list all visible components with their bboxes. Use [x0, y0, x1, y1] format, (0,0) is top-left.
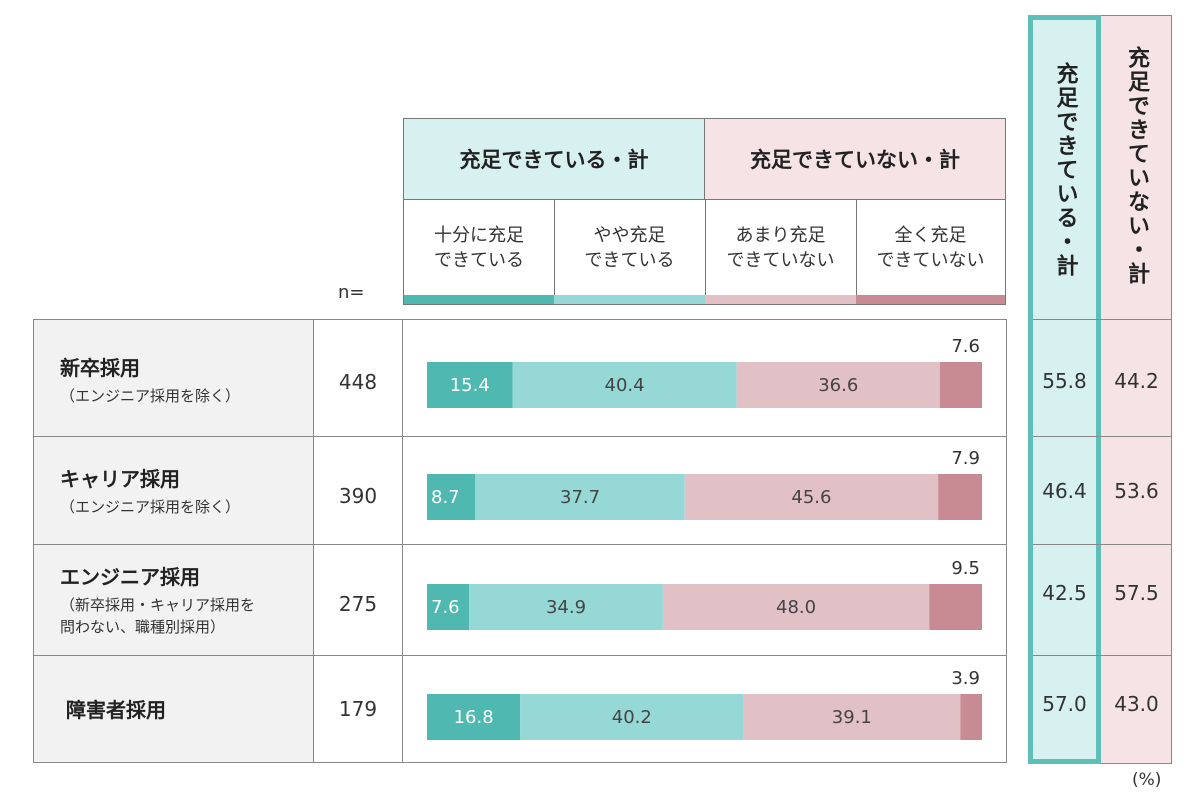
legend-swatch — [554, 295, 705, 304]
summary-satisfied-header: 充足できている・計 — [1033, 20, 1096, 320]
row-label-1: キャリア採用 （エンジニア採用を除く） — [60, 463, 310, 518]
row-label-3: 障害者採用 — [66, 694, 316, 723]
legend-label: 十分に充足 できている — [434, 224, 524, 271]
bar-segment-not-much — [743, 694, 961, 740]
category-name: 新卒採用 — [60, 356, 140, 380]
legend-fully-satisfied: 十分に充足 できている — [403, 199, 555, 305]
legend-label: やや充足 できている — [584, 224, 675, 271]
row-label-2: エンジニア採用 （新卒採用・キャリア採用を 問わない、職種別採用） — [60, 561, 310, 638]
bar-value-label: 40.4 — [605, 375, 645, 396]
header-unsatisfied-total-label: 充足できていない・計 — [750, 148, 960, 172]
summary-divider — [1033, 544, 1172, 545]
unit-label: (%) — [1132, 770, 1162, 790]
legend-not-at-all-satisfied: 全く充足 できていない — [856, 199, 1006, 305]
bar-segment-not-much — [662, 584, 930, 630]
category-column — [33, 319, 314, 763]
category-name: エンジニア採用 — [60, 565, 200, 589]
header-unsatisfied-total: 充足できていない・計 — [705, 118, 1006, 200]
row-divider — [33, 544, 1007, 545]
category-subtitle: （エンジニア採用を除く） — [60, 387, 241, 405]
bar-value-label: 48.0 — [776, 597, 816, 618]
summary-satisfied-value: 46.4 — [1042, 479, 1087, 503]
summary-divider — [1033, 655, 1172, 656]
bar-segment-fully — [427, 584, 470, 630]
bar-segment-somewhat — [469, 584, 663, 630]
bar-value-label: 34.9 — [546, 597, 586, 618]
bar-value-label: 3.9 — [951, 668, 980, 689]
bar-value-label: 7.9 — [951, 448, 980, 469]
legend-not-much-satisfied: あまり充足 できていない — [705, 199, 857, 305]
category-name: 障害者採用 — [66, 698, 166, 722]
n-value: 390 — [338, 484, 378, 508]
bar-segment-not-at-all — [938, 474, 982, 520]
bar-segment-somewhat — [512, 362, 737, 408]
bar-value-label: 37.7 — [560, 487, 600, 508]
bar-value-label: 16.8 — [454, 707, 494, 728]
header-satisfied-total-label: 充足できている・計 — [459, 148, 649, 172]
legend-swatch — [404, 295, 554, 304]
summary-unsatisfied-header: 充足できていない・計 — [1101, 16, 1171, 316]
row-label-0: 新卒採用 （エンジニア採用を除く） — [60, 352, 310, 407]
summary-divider — [1033, 436, 1172, 437]
summary-unsatisfied-column: 充足できていない・計 — [1101, 15, 1172, 764]
bar-value-label: 39.1 — [832, 707, 872, 728]
n-value: 275 — [338, 592, 378, 616]
legend-swatch — [856, 295, 1005, 304]
summary-satisfied-column: 充足できている・計 — [1028, 15, 1101, 764]
bar-segment-not-at-all — [939, 362, 982, 408]
summary-satisfied-value: 57.0 — [1042, 692, 1087, 716]
bar-segment-somewhat — [520, 694, 744, 740]
bar-value-label: 9.5 — [951, 558, 980, 579]
bars-area — [402, 319, 1007, 763]
category-name: キャリア採用 — [60, 467, 180, 491]
bar-value-label: 7.6 — [431, 597, 460, 618]
header-satisfied-total: 充足できている・計 — [403, 118, 705, 200]
summary-unsatisfied-value: 43.0 — [1114, 692, 1159, 716]
bar-value-label: 7.6 — [951, 336, 980, 357]
legend-swatch — [705, 295, 856, 304]
bar-value-label: 8.7 — [431, 487, 460, 508]
bar-value-label: 45.6 — [791, 487, 831, 508]
n-value: 179 — [338, 697, 378, 721]
legend-somewhat-satisfied: やや充足 できている — [554, 199, 706, 305]
n-label: n= — [338, 282, 365, 303]
bar-segment-fully — [427, 694, 521, 740]
summary-unsatisfied-value: 57.5 — [1114, 581, 1159, 605]
summary-unsatisfied-value: 44.2 — [1114, 369, 1159, 393]
summary-divider — [1033, 319, 1172, 320]
bar-value-label: 36.6 — [818, 375, 858, 396]
legend-label: 全く充足 できていない — [876, 224, 985, 271]
bar-value-label: 40.2 — [612, 707, 652, 728]
bar-segment-not-at-all — [960, 694, 982, 740]
bar-segment-fully — [427, 474, 476, 520]
bar-segment-not-much — [736, 362, 940, 408]
summary-unsatisfied-header-label: 充足できていない・計 — [1124, 46, 1149, 286]
bar-segment-not-at-all — [929, 584, 982, 630]
category-subtitle: （エンジニア採用を除く） — [60, 498, 241, 516]
bar-segment-somewhat — [475, 474, 685, 520]
bar-value-label: 15.4 — [450, 375, 490, 396]
summary-unsatisfied-value: 53.6 — [1114, 479, 1159, 503]
summary-satisfied-value: 42.5 — [1042, 581, 1087, 605]
row-divider — [33, 436, 1007, 437]
row-divider — [33, 655, 1007, 656]
bar-segment-not-much — [684, 474, 939, 520]
summary-satisfied-header-label: 充足できている・計 — [1052, 62, 1078, 278]
summary-satisfied-value: 55.8 — [1042, 369, 1087, 393]
bar-segment-fully — [427, 362, 513, 408]
category-subtitle: （新卒採用・キャリア採用を 問わない、職種別採用） — [60, 596, 256, 636]
n-value: 448 — [338, 370, 378, 394]
legend-label: あまり充足 できていない — [726, 224, 835, 271]
